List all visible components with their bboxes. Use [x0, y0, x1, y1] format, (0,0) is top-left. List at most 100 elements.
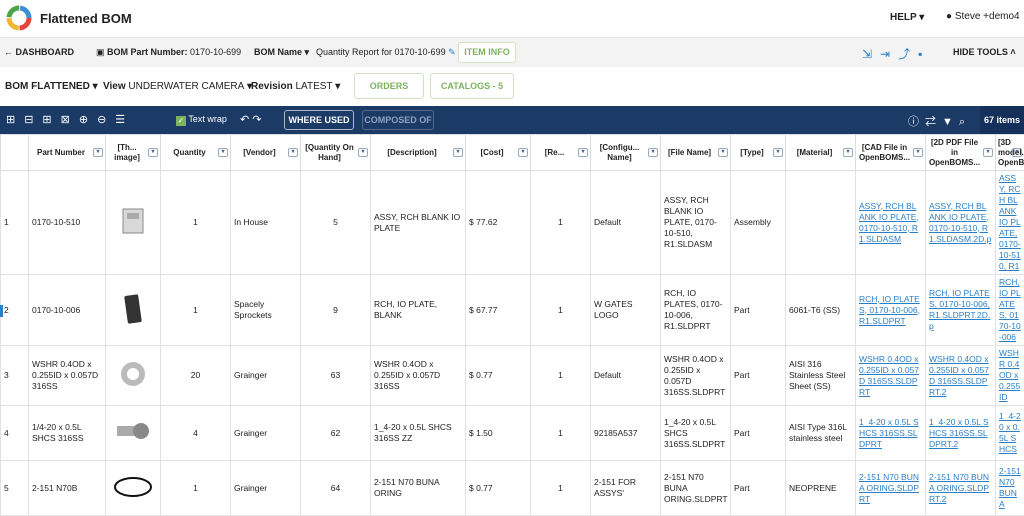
nav-bar: ← DASHBOARD ▣ BOM Part Number: 0170-10-6…	[0, 37, 1024, 67]
table-cell: 5	[1, 461, 29, 516]
filter-icon[interactable]: ▾	[93, 148, 103, 157]
table-cell: AISI 316 Stainless Steel Sheet (SS)	[786, 346, 856, 406]
bom-name-value: Quantity Report for 0170-10-699 ✎	[316, 47, 456, 58]
filter-icon[interactable]: ▾	[773, 148, 783, 157]
column-header	[1, 135, 29, 171]
column-header[interactable]: [File Name] ▾	[661, 135, 731, 171]
filter-icon[interactable]: ▾	[648, 148, 658, 157]
column-header[interactable]: [Re... ▾	[531, 135, 591, 171]
header-label: [Type]	[740, 148, 763, 157]
bom-label: BOM	[5, 81, 28, 92]
table-cell[interactable]: 2-151 N70 BUNA	[996, 461, 1024, 516]
composed-of-button[interactable]: COMPOSED OF	[362, 110, 434, 130]
filter-icon[interactable]: ▾	[578, 148, 588, 157]
item-info-button[interactable]: ITEM INFO	[458, 42, 516, 63]
hide-tools[interactable]: HIDE TOOLS ˄	[953, 47, 1016, 57]
column-header[interactable]: [Vendor]▾	[231, 135, 301, 171]
table-cell: 2-151 N70B	[29, 461, 106, 516]
toolbar: ⊞⊟⊞⊠⊕⊖☰ ✓ Text wrap ↶ ↷ WHERE USED COMPO…	[0, 106, 1024, 134]
table-cell[interactable]: RCH, IO PLATES, 0170-10-006, R1.SLDPRT	[856, 275, 926, 346]
thumbnail-cell	[106, 461, 161, 516]
table-cell: $ 0.77	[466, 461, 531, 516]
page: Flattened BOM HELP ▾ ● Steve +demo4 ← DA…	[0, 0, 1024, 446]
table-cell[interactable]: 2-151 N70 BUNA ORING.SLDPRT	[856, 461, 926, 516]
table-cell: W GATES LOGO	[591, 275, 661, 346]
table-cell: WSHR 0.4OD x 0.255ID x 0.057D 316SS	[29, 346, 106, 406]
header-label: [Cost]	[480, 148, 503, 157]
filter-icon[interactable]: ▾	[218, 148, 228, 157]
hide-tools-label: HIDE TOOLS	[953, 47, 1008, 57]
table-cell[interactable]: 1_4-20 x 0.5L SHCS	[996, 406, 1024, 461]
column-header[interactable]: [Configu... Name]▾	[591, 135, 661, 171]
header-label: [Re...	[545, 148, 565, 157]
column-header[interactable]: [CAD File in OpenBOMS...▾	[856, 135, 926, 171]
table-cell: 1	[161, 461, 231, 516]
dashboard-link[interactable]: ← DASHBOARD	[4, 47, 74, 57]
catalogs-button[interactable]: CATALOGS - 5	[430, 73, 514, 99]
undo-redo[interactable]: ↶ ↷	[240, 113, 262, 126]
revision-value: LATEST	[295, 81, 332, 92]
table-cell: 92185A537	[591, 406, 661, 461]
table-cell[interactable]: RCH, IO PLATES, 0170-10-006	[996, 275, 1024, 346]
table-cell[interactable]: WSHR 0.4OD x 0.255ID	[996, 346, 1024, 406]
revision-label: Revision	[251, 81, 293, 92]
selector-bar: BOM FLATTENED ▾ View UNDERWATER CAMERA ▾…	[0, 68, 1024, 104]
where-used-button[interactable]: WHERE USED	[284, 110, 354, 130]
revision-selector[interactable]: Revision LATEST ▾	[251, 81, 340, 92]
column-header[interactable]: [3D model... OpenB...▾	[996, 135, 1024, 171]
thumbnail	[109, 352, 157, 396]
filter-icon[interactable]: ▾	[913, 148, 923, 157]
table-cell[interactable]: ASSY, RCH BLANK IO PLATE, 0170-10-510, R…	[926, 171, 996, 275]
column-header[interactable]: [Description]▾	[371, 135, 466, 171]
column-header[interactable]: Quantity▾	[161, 135, 231, 171]
table-cell[interactable]: WSHR 0.4OD x 0.255ID x 0.057D 316SS.SLDP…	[926, 346, 996, 406]
column-header[interactable]: [Material]▾	[786, 135, 856, 171]
table-cell: 3	[1, 346, 29, 406]
toolbar-right-icons[interactable]: ⓘ⇄▼⌕	[908, 113, 971, 129]
table-cell[interactable]: WSHR 0.4OD x 0.255ID x 0.057D 316SS.SLDP…	[856, 346, 926, 406]
table-cell[interactable]: 2-151 N70 BUNA ORING.SLDPRT.2	[926, 461, 996, 516]
filter-icon[interactable]: ▾	[983, 148, 993, 157]
filter-icon[interactable]: ▾	[358, 148, 368, 157]
column-header[interactable]: [Type] ▾	[731, 135, 786, 171]
table-cell: Assembly	[731, 171, 786, 275]
table-cell: 1	[531, 406, 591, 461]
table-cell[interactable]: ASSY, RCH BLANK IO PLATE, 0170-10-510, R…	[856, 171, 926, 275]
filter-icon[interactable]: ▾	[843, 148, 853, 157]
column-header[interactable]: [Quantity On Hand]▾	[301, 135, 371, 171]
user-menu[interactable]: ● Steve +demo4	[946, 11, 1020, 22]
header-label: [Th... image]	[114, 143, 140, 162]
filter-icon[interactable]: ▾	[518, 148, 528, 157]
filter-icon[interactable]: ▾	[453, 148, 463, 157]
table-cell[interactable]: RCH, IO PLATES, 0170-10-006, R1.SLDPRT.2…	[926, 275, 996, 346]
table-cell[interactable]: ASSY, RCH BLANK IO PLATE, 0170-10-510, R…	[996, 171, 1024, 275]
bom-selector[interactable]: BOM FLATTENED ▾	[5, 81, 98, 92]
view-selector[interactable]: View UNDERWATER CAMERA ▾	[103, 81, 252, 92]
orders-button[interactable]: ORDERS	[354, 73, 424, 99]
table-cell[interactable]: 1_4-20 x 0.5L SHCS 316SS.SLDPRT.2	[926, 406, 996, 461]
nav-icons[interactable]: ⇲⇥⤴▪	[862, 45, 930, 62]
column-header[interactable]: [Cost] ▾	[466, 135, 531, 171]
thumbnail-cell	[106, 346, 161, 406]
column-header[interactable]: [2D PDF File in OpenBOMS...▾	[926, 135, 996, 171]
toolbar-icons[interactable]: ⊞⊟⊞⊠⊕⊖☰	[6, 113, 134, 126]
filter-icon[interactable]: ▾	[718, 148, 728, 157]
table-cell: 5	[301, 171, 371, 275]
table-cell[interactable]: 1_4-20 x 0.5L SHCS 316SS.SLDPRT	[856, 406, 926, 461]
header-label: [File Name]	[668, 148, 711, 157]
text-wrap-toggle[interactable]: ✓ Text wrap	[176, 114, 227, 126]
table-cell: 1_4-20 x 0.5L SHCS 316SS.SLDPRT	[661, 406, 731, 461]
filter-icon[interactable]: ▾	[1012, 148, 1022, 157]
filter-icon[interactable]: ▾	[148, 148, 158, 157]
table-cell: Part	[731, 275, 786, 346]
table-cell: 2-151 N70 BUNA ORING	[371, 461, 466, 516]
filter-icon[interactable]: ▾	[288, 148, 298, 157]
help-menu[interactable]: HELP ▾	[890, 12, 924, 23]
column-header[interactable]: Part Number▾	[29, 135, 106, 171]
column-header[interactable]: [Th... image] ▾	[106, 135, 161, 171]
